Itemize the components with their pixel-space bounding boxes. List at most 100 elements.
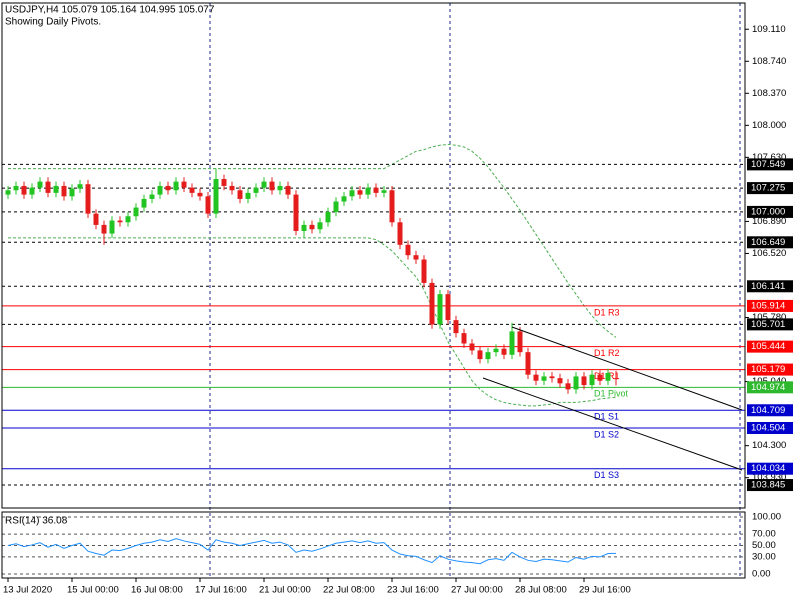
candle-body (477, 350, 483, 360)
candle-body (309, 224, 315, 230)
pivot-label: 104.034 (751, 463, 785, 474)
candle-body (173, 181, 179, 191)
y-tick-label: 70.00 (752, 529, 776, 540)
candle-body (317, 222, 323, 230)
level-box (747, 236, 793, 249)
candle-body (253, 187, 259, 193)
candle-body (357, 190, 363, 195)
candle-body (261, 181, 267, 188)
candle-body (597, 374, 603, 381)
y-tick-label: 103.930 (752, 472, 786, 483)
candle-body (333, 201, 339, 212)
candle-body (53, 185, 59, 193)
candle-body (549, 376, 555, 379)
level-box (747, 205, 793, 218)
candle-body (277, 185, 283, 191)
candle-body (493, 348, 499, 353)
candle-body (93, 213, 99, 225)
pivot-label: 105.444 (751, 341, 785, 352)
x-tick-label: 29 Jul 16:00 (579, 585, 631, 596)
pivot-box (747, 404, 793, 417)
x-tick-label: 23 Jul 16:00 (387, 585, 439, 596)
pivot-label: 104.709 (751, 405, 785, 416)
pivot-name: D1 S3 (594, 470, 619, 480)
x-tick-label: 22 Jul 08:00 (323, 585, 375, 596)
candle-body (205, 196, 211, 214)
candle-body (613, 378, 619, 380)
candle-body (509, 331, 515, 355)
candle-body (469, 343, 475, 351)
y-tick-label: 109.110 (752, 24, 786, 35)
level-box (747, 318, 793, 331)
candle-body (517, 331, 523, 353)
x-tick-label: 27 Jul 00:00 (451, 585, 503, 596)
pivot-label: 104.974 (751, 382, 785, 393)
channel-line (482, 377, 743, 471)
channel (482, 326, 743, 471)
candle-body (485, 352, 491, 360)
candle-body (461, 333, 467, 344)
candle-body (293, 194, 299, 231)
y-tick-label: 30.00 (752, 551, 776, 562)
y-tick-label: 106.890 (752, 216, 786, 227)
candle-body (581, 376, 587, 386)
y-tick-label: 107.630 (752, 152, 786, 163)
candle-body (269, 181, 275, 191)
candle-body (85, 184, 91, 214)
candle-body (133, 207, 139, 217)
y-tick-label: 108.370 (752, 88, 786, 99)
pivot-label: 104.504 (751, 423, 785, 434)
pivot-box (747, 381, 793, 394)
level-label: 105.701 (751, 319, 785, 330)
candle-body (69, 188, 75, 197)
x-tick-label: 15 Jul 00:00 (67, 585, 119, 596)
candle-body (13, 185, 19, 191)
pivot-label: 105.179 (751, 364, 785, 375)
y-tick-label: 106.520 (752, 248, 786, 259)
level-label: 106.141 (751, 281, 785, 292)
level-box (747, 479, 793, 492)
candle-body (365, 187, 371, 195)
candle-body (213, 179, 219, 214)
candle-body (189, 187, 195, 193)
pivot-name: D1 R2 (594, 348, 620, 358)
candle-body (557, 378, 563, 384)
pivot-box (747, 363, 793, 376)
x-tick-label: 16 Jul 08:00 (131, 585, 183, 596)
candle-body (381, 190, 387, 193)
candle-body (349, 190, 355, 197)
candle-body (237, 190, 243, 199)
y-tick-label: 108.000 (752, 120, 786, 131)
level-label: 106.649 (751, 237, 785, 248)
y-tick-label: 108.740 (752, 56, 786, 67)
candle-body (429, 282, 435, 325)
candle-body (501, 348, 507, 355)
candle-body (37, 181, 43, 188)
chart-subtitle: Showing Daily Pivots. (5, 17, 101, 28)
y-tick-label: 100.00 (752, 512, 781, 523)
candle-body (445, 294, 451, 321)
rsi-frame (1, 511, 746, 579)
candle-body (61, 185, 67, 197)
pivot-name: D1 R3 (594, 307, 620, 317)
candle-body (413, 255, 419, 260)
candle-body (45, 181, 51, 193)
band-lower (8, 237, 617, 407)
level-label: 107.000 (751, 206, 785, 217)
axis-layer: 109.110 108.740 108.370 108.000 107.630 106.8… (3, 24, 793, 596)
candle-body (149, 194, 155, 199)
candle-body (141, 198, 147, 208)
pivot-box (747, 462, 793, 475)
y-tick-label: 105.780 (752, 312, 786, 323)
candle-body (221, 179, 227, 186)
pivot-name: D1 Pivot (594, 389, 629, 399)
pivot-name: D1 S2 (594, 429, 619, 439)
candle-body (245, 192, 251, 199)
y-tick-label: 0.00 (752, 569, 771, 580)
candle-body (301, 224, 307, 231)
candle-body (157, 185, 163, 195)
level-label: 103.845 (751, 480, 785, 491)
y-tick-label: 104.300 (752, 440, 786, 451)
candle-body (453, 320, 459, 334)
